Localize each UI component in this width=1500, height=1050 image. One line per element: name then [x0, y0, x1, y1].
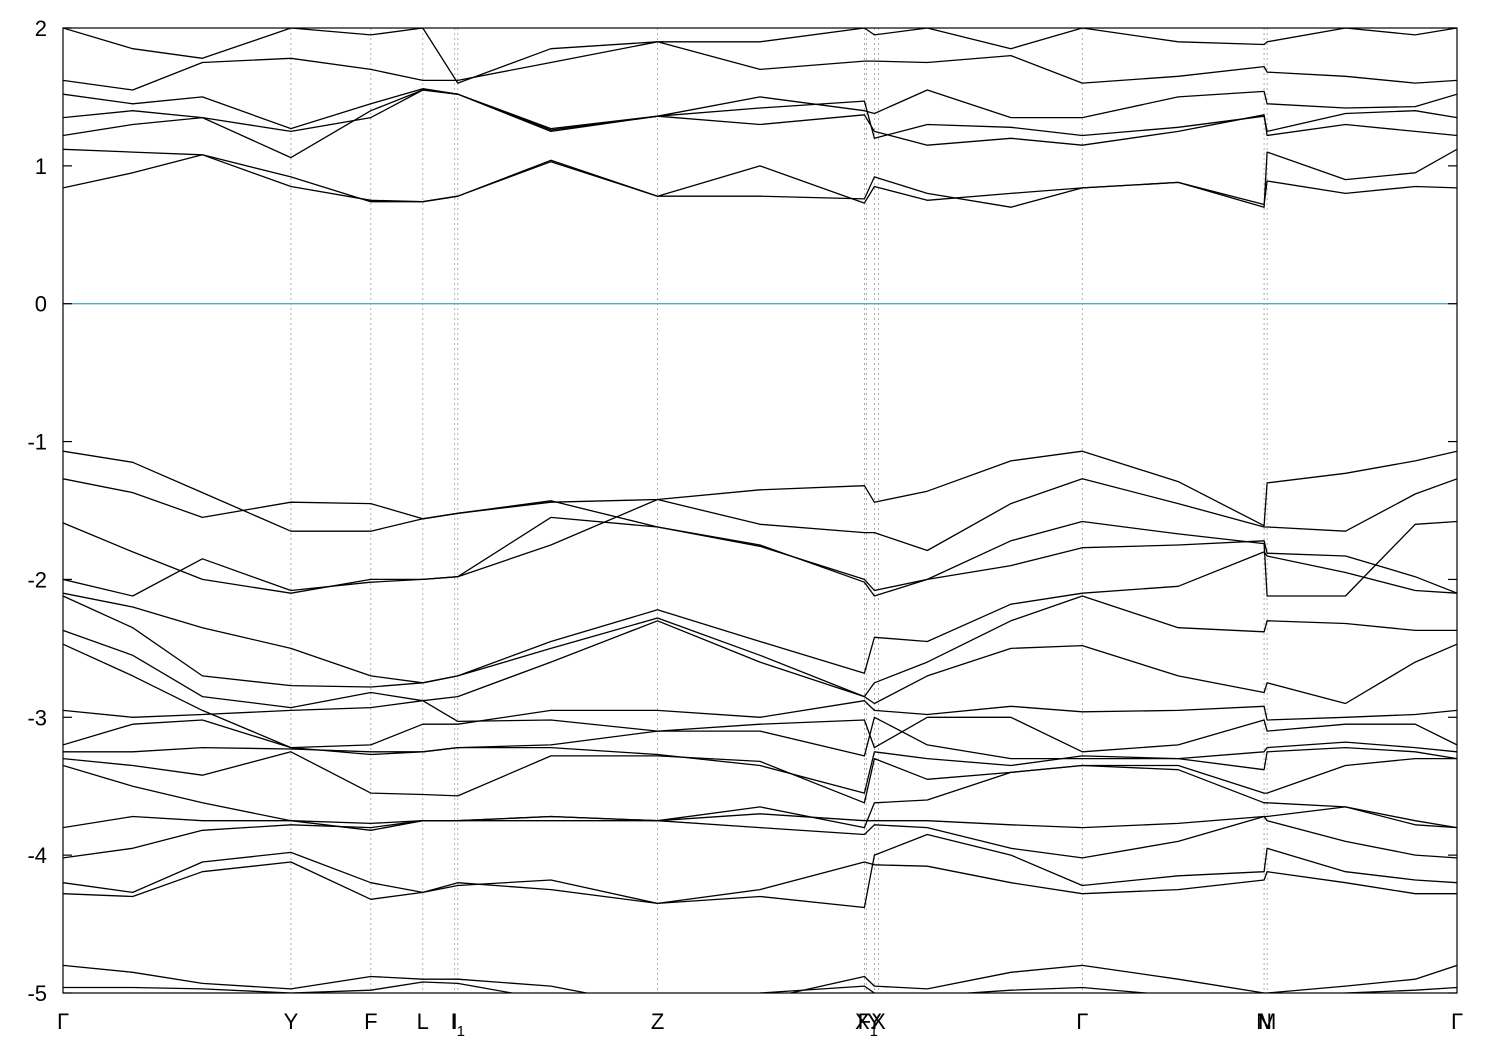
y-tick-label: 0 [35, 292, 47, 317]
plot-frame [62, 27, 1458, 994]
band-line-10 [63, 716, 1457, 760]
band-line-16 [63, 833, 1457, 909]
band-line-22 [63, 89, 1457, 159]
band-line-14 [63, 806, 1457, 831]
band-line-25 [63, 41, 1457, 91]
band-line-6 [63, 595, 1457, 698]
kpoint-label: Γ [57, 1009, 69, 1034]
band-line-9 [63, 700, 1457, 753]
band-line-17 [63, 861, 1457, 905]
band-line-19 [63, 981, 1457, 993]
kpoint-label: I1 [451, 1009, 465, 1040]
y-tick-label: -5 [27, 981, 47, 1006]
band-line-20 [63, 148, 1457, 208]
band-line-18 [63, 964, 1457, 993]
kpoint-label: X1 [855, 1009, 878, 1040]
kpoint-label: Z [651, 1009, 664, 1034]
band-line-12 [63, 751, 1457, 804]
grid-lines [290, 28, 1268, 993]
band-line-24 [63, 88, 1457, 130]
y-tick-label: 2 [35, 16, 47, 41]
band-line-1 [63, 450, 1457, 594]
kpoint-label: X [871, 1009, 886, 1034]
band-line-7 [63, 620, 1457, 709]
kpoint-label: M [1258, 1009, 1276, 1034]
band-line-11 [63, 746, 1457, 794]
band-line-3 [63, 478, 1457, 594]
y-tick-label: -4 [27, 843, 47, 868]
y-tick-label: -2 [27, 567, 47, 592]
kpoint-label: N [1256, 1009, 1272, 1034]
kpoint-label: I [452, 1009, 458, 1034]
band-line-2 [63, 450, 1457, 527]
y-tick-label: -3 [27, 705, 47, 730]
band-line-5 [63, 551, 1457, 684]
band-line-21 [63, 148, 1457, 206]
band-line-8 [63, 643, 1457, 749]
band-line-26 [63, 28, 1457, 84]
y-tick-label: 1 [35, 154, 47, 179]
kpoint-label: Γ [1451, 1009, 1463, 1034]
band-line-13 [63, 764, 1457, 829]
band-lines [63, 28, 1457, 993]
kpoint-label: F [858, 1009, 871, 1034]
band-line-15 [63, 815, 1457, 859]
kpoint-label: Γ [1076, 1009, 1088, 1034]
kpoint-label: Y [867, 1009, 882, 1034]
band-line-4 [63, 516, 1457, 597]
band-line-23 [63, 89, 1457, 139]
y-tick-label: -1 [27, 430, 47, 455]
y-axis: 2 1 0 -1 -2 -3 -4 -5 [27, 16, 1457, 1006]
kpoint-label: Y [284, 1009, 299, 1034]
kpoint-label: F [364, 1009, 377, 1034]
kpoint-label: L [417, 1009, 429, 1034]
